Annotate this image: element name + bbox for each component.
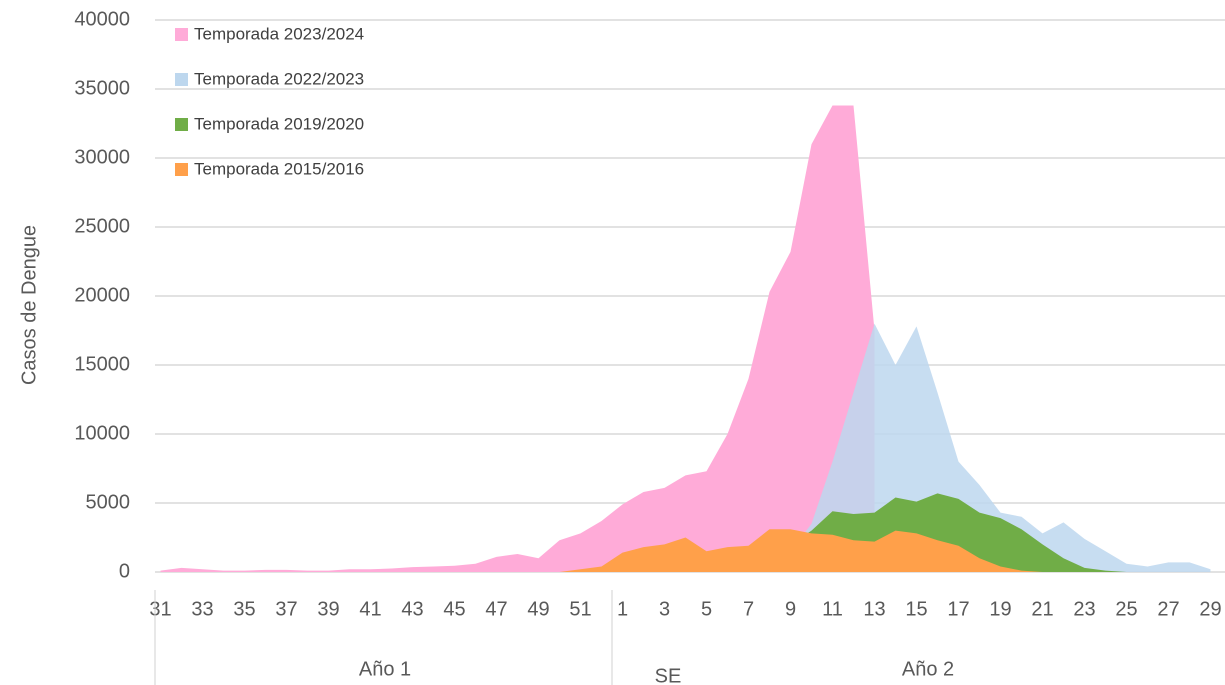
x-tick-label: 5	[701, 598, 712, 620]
x-tick-label: 25	[1115, 598, 1137, 620]
group-label: Año 2	[902, 658, 954, 680]
x-tick-label: 45	[443, 598, 465, 620]
x-tick-label: 7	[743, 598, 754, 620]
y-tick-label: 30000	[74, 146, 130, 168]
y-tick-label: 40000	[74, 8, 130, 30]
x-tick-label: 17	[947, 598, 969, 620]
x-tick-label: 11	[822, 598, 843, 620]
legend-swatch	[175, 73, 188, 86]
x-tick-label: 13	[863, 598, 885, 620]
areas	[160, 105, 1211, 572]
x-tick-label: 43	[401, 598, 423, 620]
y-tick-label: 20000	[74, 284, 130, 306]
y-tick-label: 25000	[74, 215, 130, 237]
x-tick-label: 39	[317, 598, 339, 620]
x-tick-label: 29	[1199, 598, 1221, 620]
y-tick-label: 10000	[74, 422, 130, 444]
legend-label: Temporada 2022/2023	[194, 69, 364, 88]
x-tick-label: 35	[233, 598, 255, 620]
x-tick-label: 37	[275, 598, 297, 620]
x-tick-label: 51	[569, 598, 591, 620]
x-tick-label: 21	[1031, 598, 1053, 620]
x-tick-label: 31	[149, 598, 171, 620]
x-tick-label: 47	[485, 598, 507, 620]
legend-label: Temporada 2019/2020	[194, 114, 364, 133]
area	[160, 529, 1211, 572]
labels: 0 5000 10000 15000 20000 25000 30000 35000 40000…	[74, 8, 1221, 620]
x-tick-label: 3	[659, 598, 670, 620]
legend-label: Temporada 2023/2024	[194, 24, 364, 43]
legend-swatch	[175, 28, 188, 41]
x-tick-label: 9	[785, 598, 796, 620]
x-tick-label: 23	[1073, 598, 1095, 620]
x-tick-label: 15	[905, 598, 927, 620]
y-tick-label: 0	[119, 560, 130, 582]
x-tick-label: 41	[359, 598, 381, 620]
y-tick-label: 5000	[86, 491, 131, 513]
area	[160, 105, 875, 572]
legend-swatch	[175, 118, 188, 131]
x-tick-label: 49	[527, 598, 549, 620]
grid	[155, 19, 1225, 573]
x-tick-label: 33	[191, 598, 213, 620]
legend-swatch	[175, 163, 188, 176]
x-tick-label: 1	[617, 598, 628, 620]
y-tick-label: 15000	[74, 353, 130, 375]
y-axis-label: Casos de Dengue	[18, 225, 40, 385]
group-label: Año 1	[359, 658, 411, 680]
axis-label: SE	[655, 665, 682, 685]
x-tick-label: 19	[989, 598, 1011, 620]
legend-label: Temporada 2015/2016	[194, 159, 364, 178]
y-tick-label: 35000	[74, 77, 130, 99]
x-tick-label: 27	[1157, 598, 1179, 620]
